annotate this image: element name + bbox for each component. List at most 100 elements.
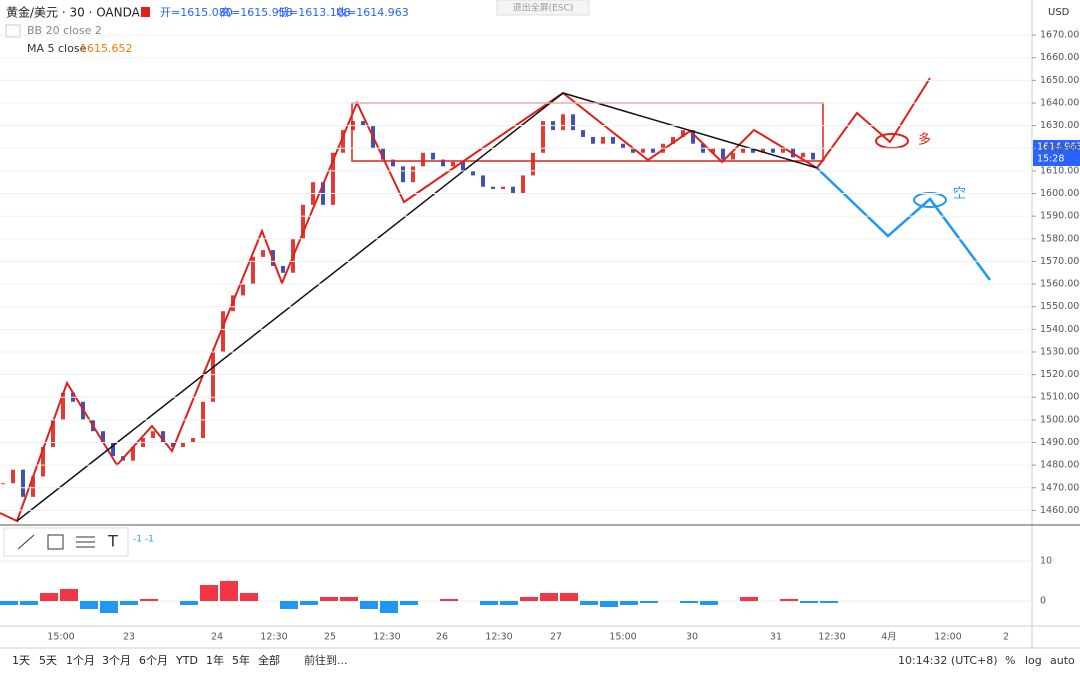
histogram-bar [580, 601, 598, 605]
candle [1, 483, 5, 485]
y-tick-label: 1650.000 [1040, 75, 1080, 86]
x-tick-label: 31 [770, 632, 782, 643]
range-button[interactable]: 1天 [12, 654, 30, 667]
range-button[interactable]: 5年 [232, 653, 250, 667]
y-tick-label: 1660.000 [1040, 52, 1080, 63]
candle [131, 447, 135, 461]
range-button[interactable]: 1年 [206, 653, 224, 667]
percent-button[interactable]: % [1005, 654, 1015, 667]
x-tick-label: 12:30 [818, 632, 845, 643]
y-tick-label: 1640.000 [1040, 97, 1080, 108]
candle [61, 392, 65, 420]
candle [811, 152, 815, 160]
candle [41, 447, 45, 477]
candle [611, 136, 615, 144]
candle [101, 431, 105, 443]
histogram-bar [360, 601, 378, 609]
candle [491, 186, 495, 190]
ohlc-close: 收=1614.963 [336, 5, 409, 19]
histogram-bar [220, 581, 238, 601]
x-tick-label: 27 [550, 632, 562, 643]
price-tag-label: 1614.963 [1037, 142, 1080, 153]
histogram-bar [780, 599, 798, 601]
candle [711, 148, 715, 153]
range-button[interactable]: 5天 [39, 654, 57, 667]
range-button[interactable]: YTD [175, 654, 198, 667]
candle [331, 152, 335, 205]
histogram-bar [800, 601, 818, 603]
candle [651, 148, 655, 153]
candle [431, 152, 435, 160]
y-tick-label: 1590.000 [1040, 211, 1080, 222]
candle [171, 442, 175, 448]
candle [481, 175, 485, 187]
histogram-bar [740, 597, 758, 601]
exit-button[interactable] [496, 0, 590, 16]
tool-text[interactable]: T [107, 532, 118, 551]
x-tick-label: 26 [436, 632, 448, 643]
histogram-bar [540, 593, 558, 601]
candle [681, 130, 685, 137]
log-button[interactable]: log [1025, 654, 1042, 667]
histogram-bar [380, 601, 398, 613]
range-button[interactable]: 3个月 [102, 654, 131, 667]
currency: USD [1048, 7, 1070, 18]
candle [561, 114, 565, 131]
candle [151, 431, 155, 438]
candle [241, 284, 245, 296]
x-tick-label: 4月 [881, 632, 897, 643]
auto-button[interactable]: auto [1050, 654, 1075, 667]
histogram-bar [600, 601, 618, 607]
histogram-bar [620, 601, 638, 605]
candle [581, 130, 585, 137]
short-path [816, 167, 992, 281]
candle [501, 186, 505, 190]
y-tick-label: 1550.000 [1040, 301, 1080, 312]
x-tick-label: 12:30 [485, 632, 512, 643]
y-tick-label: 1530.000 [1040, 346, 1080, 357]
range-button[interactable]: 6个月 [139, 654, 168, 667]
histogram-bar [560, 593, 578, 601]
histogram-bar [520, 597, 538, 601]
x-tick-label: 30 [686, 632, 698, 643]
long-label: 多 [918, 132, 931, 148]
x-tick-label: 12:30 [260, 632, 287, 643]
histogram-bar [280, 601, 298, 609]
short-circle [913, 192, 947, 208]
countdown: 15:28 [1037, 154, 1064, 165]
candle [591, 136, 595, 144]
candle [771, 148, 775, 153]
exit-label[interactable]: 退出全屏(ESC) [513, 2, 574, 14]
candle [751, 148, 755, 153]
candle [441, 159, 445, 167]
draw-toolbar [3, 527, 129, 557]
x-tick-label: 15:00 [47, 632, 74, 643]
histogram-bar [440, 599, 458, 601]
candle [741, 148, 745, 153]
histogram-bar [200, 585, 218, 601]
goto-button[interactable]: 前往到... [304, 653, 348, 667]
y-tick-label: 1560.000 [1040, 279, 1080, 290]
candle [221, 311, 225, 352]
candle [401, 166, 405, 183]
y-tick-label: 1540.000 [1040, 324, 1080, 335]
indicator-legend: -1 -1 [133, 535, 154, 545]
candle [761, 148, 765, 153]
range-button[interactable]: 全部 [258, 653, 280, 667]
clock: 10:14:32 (UTC+8) [898, 654, 998, 667]
candle [471, 170, 475, 176]
candle [641, 148, 645, 153]
x-tick-label: 23 [123, 632, 135, 643]
y-tick-label: 1460.000 [1040, 505, 1080, 516]
y-tick-label: 1620.000 [1040, 143, 1080, 154]
tool-line[interactable] [17, 534, 35, 550]
tool-rect[interactable] [47, 534, 64, 550]
collapse-button[interactable] [5, 24, 21, 38]
candle [631, 148, 635, 153]
bb-label: BB 20 close 2 [27, 24, 102, 37]
histogram-bar [60, 589, 78, 601]
candle [301, 204, 305, 239]
range-button[interactable]: 1个月 [66, 654, 95, 667]
